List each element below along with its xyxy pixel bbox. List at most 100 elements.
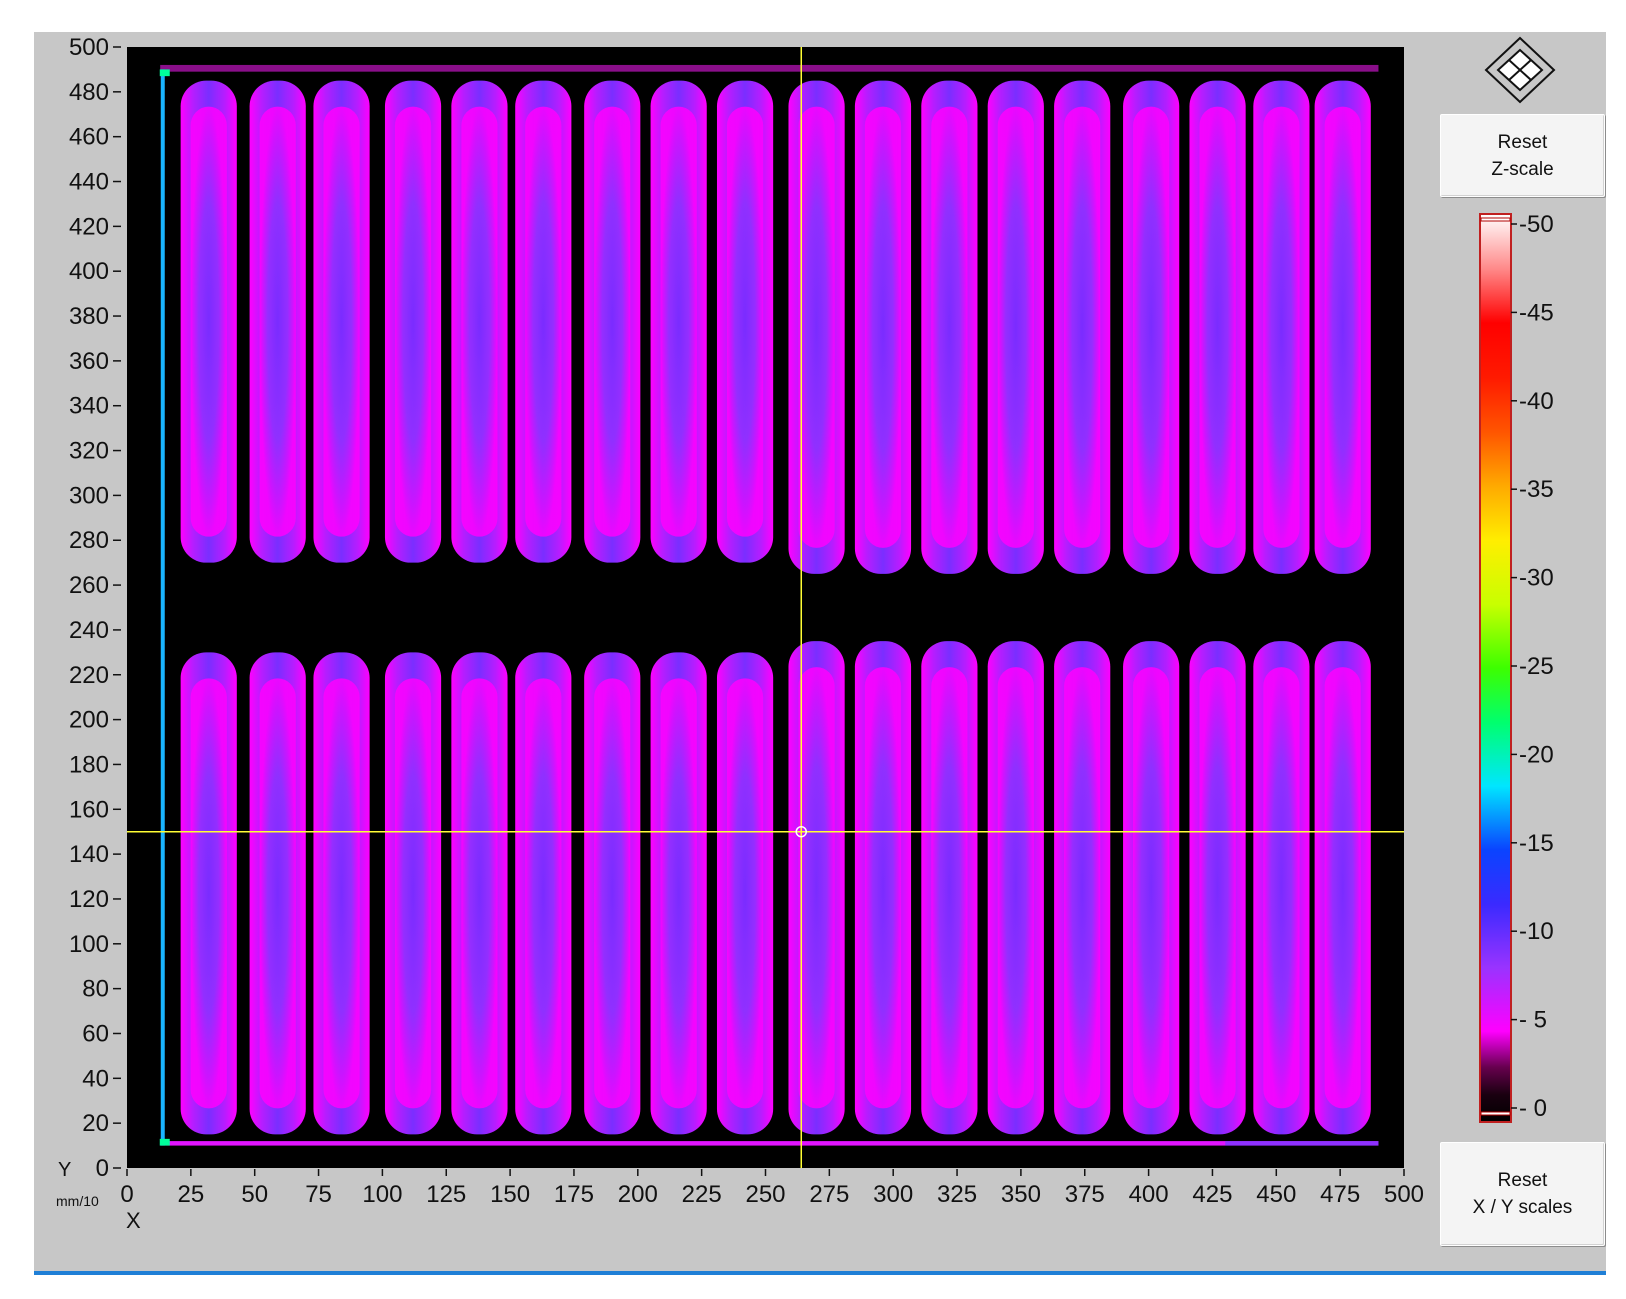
heatmap-cell-core [1133, 667, 1170, 1109]
heatmap-cell-core [726, 106, 764, 537]
heatmap-cell-core [323, 106, 360, 537]
y-tick-label: 200 [69, 707, 109, 734]
heatmap-cell-core [660, 678, 697, 1109]
heatmap-cell-core [461, 106, 498, 537]
heatmap-cell-core [394, 106, 432, 537]
x-tick-label: 100 [362, 1181, 402, 1208]
x-tick-label: 500 [1384, 1181, 1424, 1208]
x-tick-label: 200 [618, 1181, 658, 1208]
heatmap-cell-core [594, 106, 631, 537]
y-tick-label: 20 [82, 1110, 109, 1137]
y-tick-label: 60 [82, 1020, 109, 1047]
colorbar-tick-label: -15 [1519, 830, 1554, 857]
colorbar-tick-label: - 0 [1519, 1095, 1547, 1122]
heatmap-cell-core [1064, 667, 1101, 1109]
y-tick-label: 140 [69, 841, 109, 868]
heatmap-cell-core [864, 106, 902, 548]
y-tick-label: 260 [69, 572, 109, 599]
heatmap-cell-core [997, 106, 1034, 548]
heatmap-cell-core [931, 667, 968, 1109]
reset-z-label-line1: Reset [1497, 131, 1548, 153]
y-tick-label: 280 [69, 527, 109, 554]
reset-xy-scales-button[interactable]: Reset X / Y scales [1440, 1142, 1605, 1246]
y-tick-label: 100 [69, 931, 109, 958]
y-tick-label: 460 [69, 124, 109, 151]
y-tick-label: 160 [69, 796, 109, 823]
axis-unit-label: mm/10 [56, 1193, 99, 1209]
colorbar-tick-label: -10 [1519, 918, 1554, 945]
heatmap-cell-core [1324, 106, 1361, 548]
heatmap-cell-core [394, 678, 432, 1109]
x-tick-label: 0 [120, 1181, 133, 1208]
heatmap-cell-core [190, 106, 227, 537]
colorbar-tick-label: -25 [1519, 653, 1554, 680]
pan-zoom-diamond-icon[interactable] [1482, 34, 1558, 106]
y-tick-label: 340 [69, 393, 109, 420]
reset-z-scale-button[interactable]: Reset Z-scale [1440, 114, 1605, 197]
heatmap-cell-core [1133, 106, 1170, 548]
heatmap-cell-core [461, 678, 498, 1109]
heatmap-cell-core [864, 667, 902, 1109]
x-tick-label: 225 [682, 1181, 722, 1208]
colorbar-max-marker[interactable] [1480, 217, 1511, 222]
cursor-marker[interactable] [795, 825, 808, 838]
heatmap-cell-core [997, 667, 1034, 1109]
heatmap-cell-core [1064, 106, 1101, 548]
y-tick-label: 80 [82, 976, 109, 1003]
x-tick-label: 50 [241, 1181, 268, 1208]
x-tick-label: 175 [554, 1181, 594, 1208]
y-tick-label: 240 [69, 617, 109, 644]
heatmap-cell-core [259, 106, 296, 537]
y-tick-label: 300 [69, 482, 109, 509]
x-tick-label: 425 [1192, 1181, 1232, 1208]
y-tick-label: 480 [69, 79, 109, 106]
y-tick-label: 120 [69, 886, 109, 913]
colorbar-tick-label: -35 [1519, 476, 1554, 503]
heatmap-cell-core [1324, 667, 1361, 1109]
heatmap-cell-core [1263, 106, 1300, 548]
bottom-edge-strip [160, 1141, 1379, 1146]
heatmap-cell-core [726, 678, 764, 1109]
heatmap-cell-core [660, 106, 697, 537]
heatmap-cell-core [190, 678, 227, 1109]
y-tick-label: 180 [69, 751, 109, 778]
y-axis-name: Y [58, 1159, 71, 1181]
colorbar-min-marker[interactable] [1480, 1111, 1511, 1116]
x-tick-label: 150 [490, 1181, 530, 1208]
x-tick-label: 75 [305, 1181, 332, 1208]
top-edge-strip [160, 64, 1379, 72]
y-tick-label: 440 [69, 169, 109, 196]
reset-xy-label-line2: X / Y scales [1472, 1197, 1573, 1218]
x-tick-label: 275 [809, 1181, 849, 1208]
y-tick-label: 380 [69, 303, 109, 330]
y-tick-label: 500 [69, 34, 109, 61]
left-edge-corner [159, 1138, 170, 1146]
heatmap-cell-core [798, 106, 835, 548]
window-bottom-border [34, 1271, 1606, 1275]
colorbar-tick-label: -40 [1519, 388, 1554, 415]
heatmap-cell-core [1199, 106, 1236, 548]
x-tick-label: 250 [745, 1181, 785, 1208]
x-tick-label: 25 [177, 1181, 204, 1208]
x-tick-label: 475 [1320, 1181, 1360, 1208]
heatmap-cell-core [525, 106, 562, 537]
colorbar-tick-label: -50 [1519, 211, 1554, 238]
x-tick-label: 125 [426, 1181, 466, 1208]
y-tick-label: 400 [69, 258, 109, 285]
reset-z-label-line2: Z-scale [1491, 158, 1554, 180]
colorbar-tick-label: -30 [1519, 565, 1554, 592]
x-tick-label: 450 [1256, 1181, 1296, 1208]
x-tick-label: 375 [1065, 1181, 1105, 1208]
y-tick-label: 320 [69, 438, 109, 465]
left-edge-strip [160, 69, 165, 1146]
x-tick-label: 325 [937, 1181, 977, 1208]
colorbar-tick-label: -45 [1519, 299, 1554, 326]
y-tick-label: 220 [69, 662, 109, 689]
y-tick-label: 360 [69, 348, 109, 375]
heatmap-cell-core [931, 106, 968, 548]
x-axis-name: X [126, 1208, 141, 1233]
heatmap-cell-core [1199, 667, 1236, 1109]
heatmap-cell-core [323, 678, 360, 1109]
y-tick-label: 0 [96, 1155, 109, 1182]
